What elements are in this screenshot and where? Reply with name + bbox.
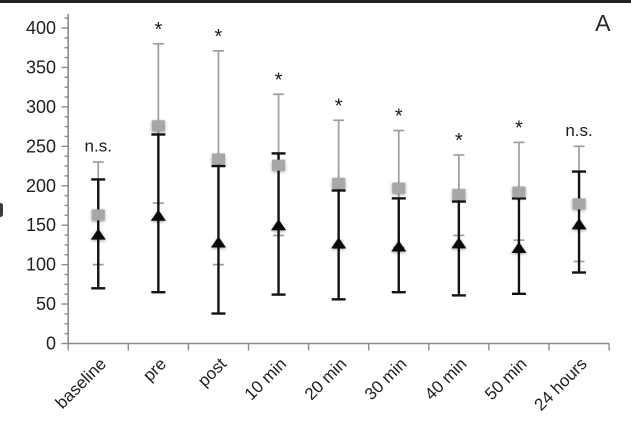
x-axis-category-label: post [194, 354, 230, 390]
significance-annotation: n.s. [565, 121, 592, 140]
cropped-y-axis-title-fragment [0, 203, 3, 217]
x-axis-category-label: 24 hours [531, 354, 591, 414]
gray-square-marker [452, 188, 466, 200]
gray-square-marker [272, 159, 286, 171]
significance-annotation: n.s. [85, 137, 112, 156]
y-axis-tick-label: 250 [26, 136, 56, 156]
significance-annotation: * [275, 69, 283, 91]
y-axis-tick-label: 150 [26, 215, 56, 235]
significance-annotation: * [395, 106, 403, 128]
x-axis-category-label: 50 min [481, 354, 531, 404]
panel-label: A [595, 10, 611, 36]
x-axis-category-label: baseline [52, 354, 110, 412]
y-axis-tick-label: 50 [36, 294, 56, 314]
gray-square-marker [151, 120, 165, 132]
black-triangle-marker [210, 236, 226, 248]
significance-annotation: * [215, 26, 223, 48]
significance-annotation: * [154, 19, 162, 41]
black-triangle-marker [571, 218, 587, 230]
significance-annotation: * [335, 95, 343, 117]
x-axis-category-label: 30 min [361, 354, 411, 404]
black-triangle-marker [331, 237, 347, 249]
black-triangle-marker [391, 240, 407, 252]
y-axis-tick-label: 200 [26, 176, 56, 196]
y-axis-tick-label: 400 [26, 18, 56, 38]
gray-square-marker [512, 186, 526, 198]
significance-annotation: * [515, 117, 523, 139]
x-axis-category-label: 20 min [301, 354, 351, 404]
y-axis-tick-label: 0 [46, 334, 56, 354]
y-axis-tick-label: 100 [26, 255, 56, 275]
y-axis-tick-label: 300 [26, 97, 56, 117]
significance-annotation: * [455, 130, 463, 152]
x-axis-category-label: 10 min [241, 354, 291, 404]
black-triangle-marker [271, 219, 287, 231]
x-axis-category-label: pre [139, 354, 170, 385]
black-triangle-marker [150, 209, 166, 221]
figure-top-border [0, 0, 631, 3]
black-triangle-marker [90, 228, 106, 240]
gray-square-marker [392, 182, 406, 194]
gray-square-marker [572, 198, 586, 210]
black-triangle-marker [451, 237, 467, 249]
y-axis-tick-label: 350 [26, 57, 56, 77]
gray-square-marker [332, 177, 346, 189]
gray-square-marker [91, 209, 105, 221]
black-triangle-marker [511, 242, 527, 254]
gray-square-marker [211, 153, 225, 165]
x-axis-category-label: 40 min [421, 354, 471, 404]
